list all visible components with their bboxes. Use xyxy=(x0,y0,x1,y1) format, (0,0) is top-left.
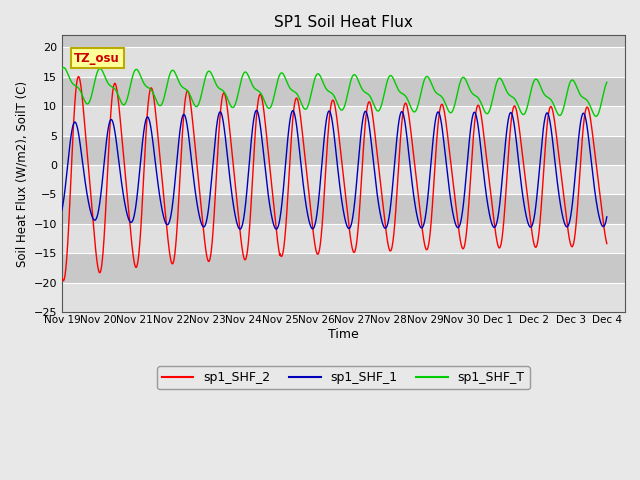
Bar xyxy=(62,224,625,253)
Bar xyxy=(62,253,625,283)
Bar xyxy=(62,77,625,106)
Bar xyxy=(62,165,625,194)
Bar xyxy=(62,283,625,312)
Title: SP1 Soil Heat Flux: SP1 Soil Heat Flux xyxy=(274,15,413,30)
Bar xyxy=(62,194,625,224)
Bar xyxy=(62,135,625,165)
Bar xyxy=(62,18,625,47)
X-axis label: Time: Time xyxy=(328,328,359,341)
Legend: sp1_SHF_2, sp1_SHF_1, sp1_SHF_T: sp1_SHF_2, sp1_SHF_1, sp1_SHF_T xyxy=(157,366,530,389)
Text: TZ_osu: TZ_osu xyxy=(74,52,120,65)
Bar xyxy=(62,106,625,135)
Y-axis label: Soil Heat Flux (W/m2), SoilT (C): Soil Heat Flux (W/m2), SoilT (C) xyxy=(15,81,28,267)
Bar xyxy=(62,47,625,77)
